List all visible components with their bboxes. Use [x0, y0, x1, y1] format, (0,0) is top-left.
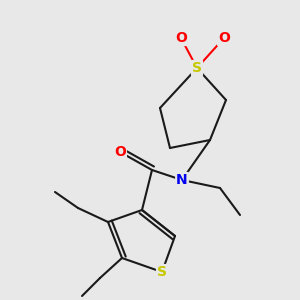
- Text: O: O: [175, 31, 187, 45]
- Text: O: O: [218, 31, 230, 45]
- Text: N: N: [176, 173, 188, 187]
- Text: S: S: [192, 61, 202, 75]
- Text: O: O: [114, 145, 126, 159]
- Text: S: S: [157, 265, 167, 279]
